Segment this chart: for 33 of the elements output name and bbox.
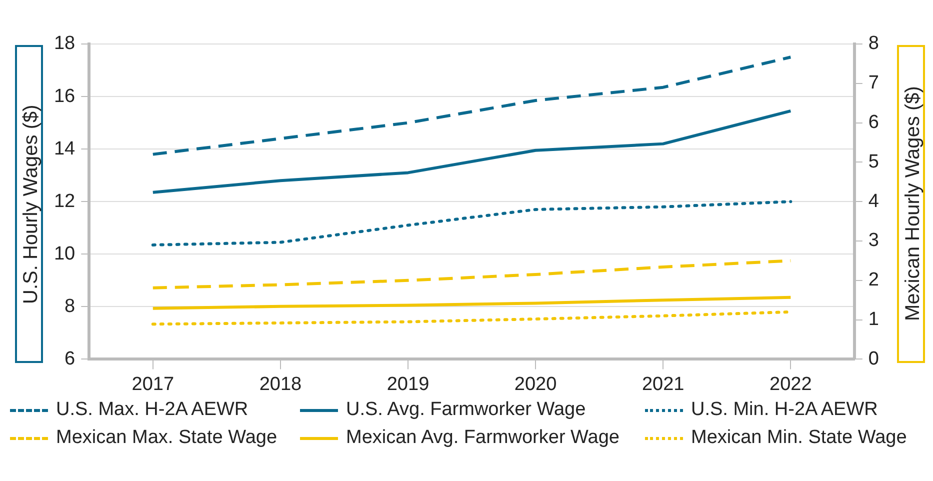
- x-tick-label: 2018: [259, 374, 302, 395]
- y-tick-label: 14: [54, 138, 76, 160]
- line-series: [151, 56, 792, 156]
- line-series: [151, 259, 792, 290]
- line-series: [151, 200, 792, 246]
- legend-label: U.S. Min. H-2A AEWR: [691, 398, 878, 422]
- y2-tick-label: 7: [868, 72, 880, 94]
- y2-tick-label: 0: [868, 348, 880, 370]
- y2-tick-label: 8: [868, 33, 880, 54]
- y-tick-label: 18: [54, 33, 76, 54]
- legend-label: Mexican Min. State Wage: [691, 426, 907, 450]
- y2-tick-label: 4: [868, 190, 880, 212]
- y-tick-label: 6: [64, 348, 76, 370]
- y-tick-label: 16: [54, 86, 76, 107]
- y-tick-label: 8: [64, 296, 76, 317]
- x-tick-label: 2021: [642, 374, 684, 395]
- y-tick-label: 10: [54, 243, 76, 264]
- y2-tick-label: 5: [868, 151, 880, 172]
- x-tick-label: 2019: [386, 374, 430, 395]
- x-tick-label: 2017: [132, 374, 174, 395]
- y2-tick-label: 2: [868, 270, 880, 291]
- y2-tick-label: 1: [868, 309, 880, 330]
- y-axis-title: U.S. Hourly Wages ($): [15, 45, 43, 363]
- legend-label: Mexican Max. State Wage: [56, 426, 278, 450]
- y2-axis-title: Mexican Hourly Wages ($): [897, 45, 925, 363]
- y2-tick-label: 3: [868, 230, 880, 252]
- x-tick-label: 2020: [514, 374, 557, 395]
- x-tick-label: 2022: [770, 374, 812, 395]
- legend-label: U.S. Avg. Farmworker Wage: [346, 398, 586, 422]
- y2-tick-label: 6: [868, 112, 880, 134]
- legend-label: U.S. Max. H-2A AEWR: [56, 398, 248, 422]
- y-tick-label: 12: [54, 190, 76, 212]
- legend-label: Mexican Avg. Farmworker Wage: [346, 426, 620, 450]
